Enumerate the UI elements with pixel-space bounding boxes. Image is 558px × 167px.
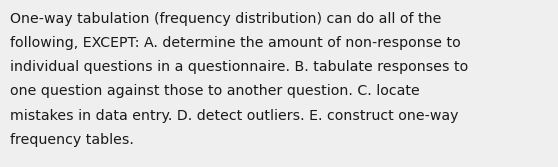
Text: frequency tables.: frequency tables. <box>10 133 134 147</box>
Text: individual questions in a questionnaire. B. tabulate responses to: individual questions in a questionnaire.… <box>10 60 468 74</box>
Text: one question against those to another question. C. locate: one question against those to another qu… <box>10 84 420 98</box>
Text: One-way tabulation (frequency distribution) can do all of the: One-way tabulation (frequency distributi… <box>10 12 441 26</box>
Text: mistakes in data entry. D. detect outliers. E. construct one-way: mistakes in data entry. D. detect outlie… <box>10 109 459 123</box>
Text: following, EXCEPT: A. determine the amount of non-response to: following, EXCEPT: A. determine the amou… <box>10 36 461 50</box>
